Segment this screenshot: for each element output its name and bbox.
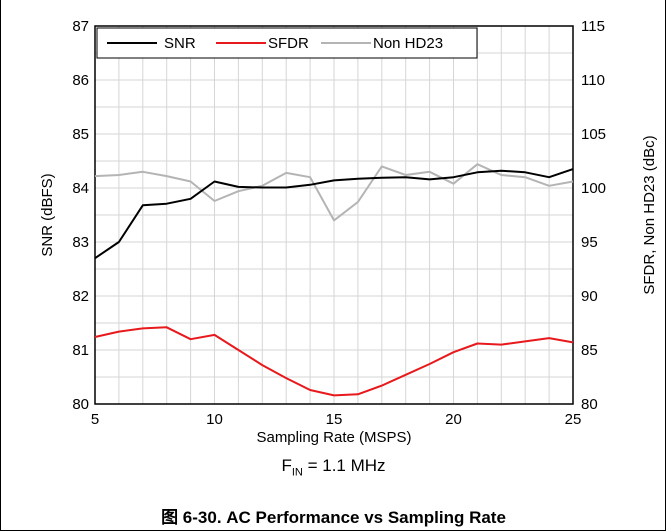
y-tick-label: 86 bbox=[72, 72, 89, 89]
y2-tick-label: 110 bbox=[581, 72, 605, 89]
note-suffix: = 1.1 MHz bbox=[302, 456, 386, 475]
y2-tick-label: 105 bbox=[581, 126, 606, 143]
note-prefix: F bbox=[281, 456, 292, 475]
x-tick-labels: 5 10 15 20 25 bbox=[91, 411, 582, 428]
y-tick-label: 80 bbox=[72, 396, 89, 413]
y2-tick-label: 100 bbox=[581, 180, 606, 197]
x-tick-label: 15 bbox=[326, 411, 343, 428]
series-layer bbox=[94, 163, 574, 397]
x-tick-label: 5 bbox=[91, 411, 99, 428]
grid bbox=[95, 26, 573, 404]
y-tick-label: 83 bbox=[72, 234, 89, 251]
plot-area bbox=[94, 25, 574, 405]
condition-note: FIN = 1.1 MHz bbox=[0, 456, 667, 478]
series-line-sfdr bbox=[94, 326, 574, 397]
legend-label-non-hd23: Non HD23 bbox=[373, 35, 443, 52]
figure-caption: 图 6-30. AC Performance vs Sampling Rate bbox=[161, 508, 506, 527]
y2-tick-label: 90 bbox=[581, 288, 598, 305]
y2-tick-label: 115 bbox=[581, 18, 605, 35]
legend: SNR SFDR Non HD23 bbox=[96, 27, 478, 59]
y2-axis-label: SFDR, Non HD23 (dBc) bbox=[641, 135, 658, 294]
x-tick-label: 20 bbox=[445, 411, 462, 428]
legend-box bbox=[96, 27, 478, 59]
series-line-snr bbox=[94, 168, 574, 260]
x-tick-label: 25 bbox=[565, 411, 582, 428]
y-tick-label: 82 bbox=[72, 288, 89, 305]
x-axis-label: Sampling Rate (MSPS) bbox=[256, 429, 411, 445]
y-tick-label: 85 bbox=[72, 126, 89, 143]
legend-label-snr: SNR bbox=[164, 35, 196, 52]
note-subscript: IN bbox=[291, 466, 303, 479]
y2-tick-label: 80 bbox=[581, 396, 598, 413]
y2-tick-labels: 80 85 90 95 100 105 110 115 bbox=[581, 18, 606, 413]
y2-tick-label: 85 bbox=[581, 342, 598, 359]
y-tick-labels: 80 81 82 83 84 85 86 87 bbox=[72, 18, 89, 413]
chart: 5 10 15 20 25 80 81 82 83 84 85 86 87 80 85 90 95 100 10… bbox=[39, 18, 658, 445]
legend-label-sfdr: SFDR bbox=[268, 35, 309, 52]
y-tick-label: 81 bbox=[72, 342, 89, 359]
y-axis-label: SNR (dBFS) bbox=[39, 173, 56, 256]
y-tick-label: 84 bbox=[72, 180, 89, 197]
y-tick-label: 87 bbox=[72, 18, 89, 35]
x-tick-label: 10 bbox=[206, 411, 223, 428]
y2-tick-label: 95 bbox=[581, 234, 598, 251]
